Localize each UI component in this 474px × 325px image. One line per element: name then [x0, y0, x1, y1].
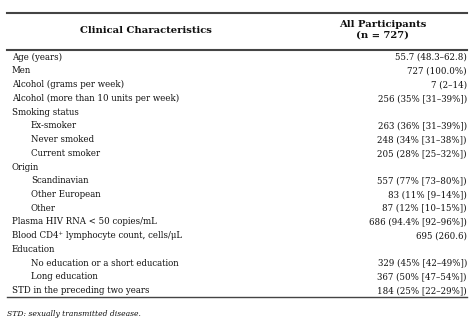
- Text: 256 (35% [31–39%]): 256 (35% [31–39%]): [378, 94, 467, 103]
- Text: Men: Men: [12, 66, 31, 75]
- Text: 727 (100.0%): 727 (100.0%): [407, 66, 467, 75]
- Text: 367 (50% [47–54%]): 367 (50% [47–54%]): [377, 272, 467, 281]
- Text: No education or a short education: No education or a short education: [31, 259, 178, 267]
- Text: Ex-smoker: Ex-smoker: [31, 121, 77, 130]
- Text: 686 (94.4% [92–96%]): 686 (94.4% [92–96%]): [369, 217, 467, 227]
- Text: Plasma HIV RNA < 50 copies/mL: Plasma HIV RNA < 50 copies/mL: [12, 217, 157, 227]
- Text: 205 (28% [25–32%]): 205 (28% [25–32%]): [377, 149, 467, 158]
- Text: Alcohol (grams per week): Alcohol (grams per week): [12, 80, 124, 89]
- Text: STD in the preceding two years: STD in the preceding two years: [12, 286, 149, 295]
- Text: Origin: Origin: [12, 162, 39, 172]
- Text: Never smoked: Never smoked: [31, 135, 94, 144]
- Text: STD: sexually transmitted disease.: STD: sexually transmitted disease.: [7, 310, 141, 318]
- Text: 329 (45% [42–49%]): 329 (45% [42–49%]): [377, 259, 467, 267]
- Text: Other: Other: [31, 204, 56, 213]
- Text: Smoking status: Smoking status: [12, 108, 79, 117]
- Text: Age (years): Age (years): [12, 53, 62, 62]
- Text: 248 (34% [31–38%]): 248 (34% [31–38%]): [377, 135, 467, 144]
- Text: 7 (2–14): 7 (2–14): [431, 80, 467, 89]
- Text: Long education: Long education: [31, 272, 98, 281]
- Text: 557 (77% [73–80%]): 557 (77% [73–80%]): [377, 176, 467, 185]
- Text: 55.7 (48.3–62.8): 55.7 (48.3–62.8): [395, 53, 467, 62]
- Text: 87 (12% [10–15%]): 87 (12% [10–15%]): [382, 204, 467, 213]
- Text: Scandinavian: Scandinavian: [31, 176, 88, 185]
- Text: Current smoker: Current smoker: [31, 149, 100, 158]
- Text: 263 (36% [31–39%]): 263 (36% [31–39%]): [378, 121, 467, 130]
- Text: Blood CD4⁺ lymphocyte count, cells/μL: Blood CD4⁺ lymphocyte count, cells/μL: [12, 231, 182, 240]
- Text: All Participants
(n = 727): All Participants (n = 727): [339, 20, 427, 40]
- Text: 83 (11% [9–14%]): 83 (11% [9–14%]): [388, 190, 467, 199]
- Text: Other European: Other European: [31, 190, 100, 199]
- Text: 184 (25% [22–29%]): 184 (25% [22–29%]): [377, 286, 467, 295]
- Text: Clinical Characteristics: Clinical Characteristics: [80, 26, 212, 34]
- Text: Alcohol (more than 10 units per week): Alcohol (more than 10 units per week): [12, 94, 179, 103]
- Text: 695 (260.6): 695 (260.6): [416, 231, 467, 240]
- Text: Education: Education: [12, 245, 55, 254]
